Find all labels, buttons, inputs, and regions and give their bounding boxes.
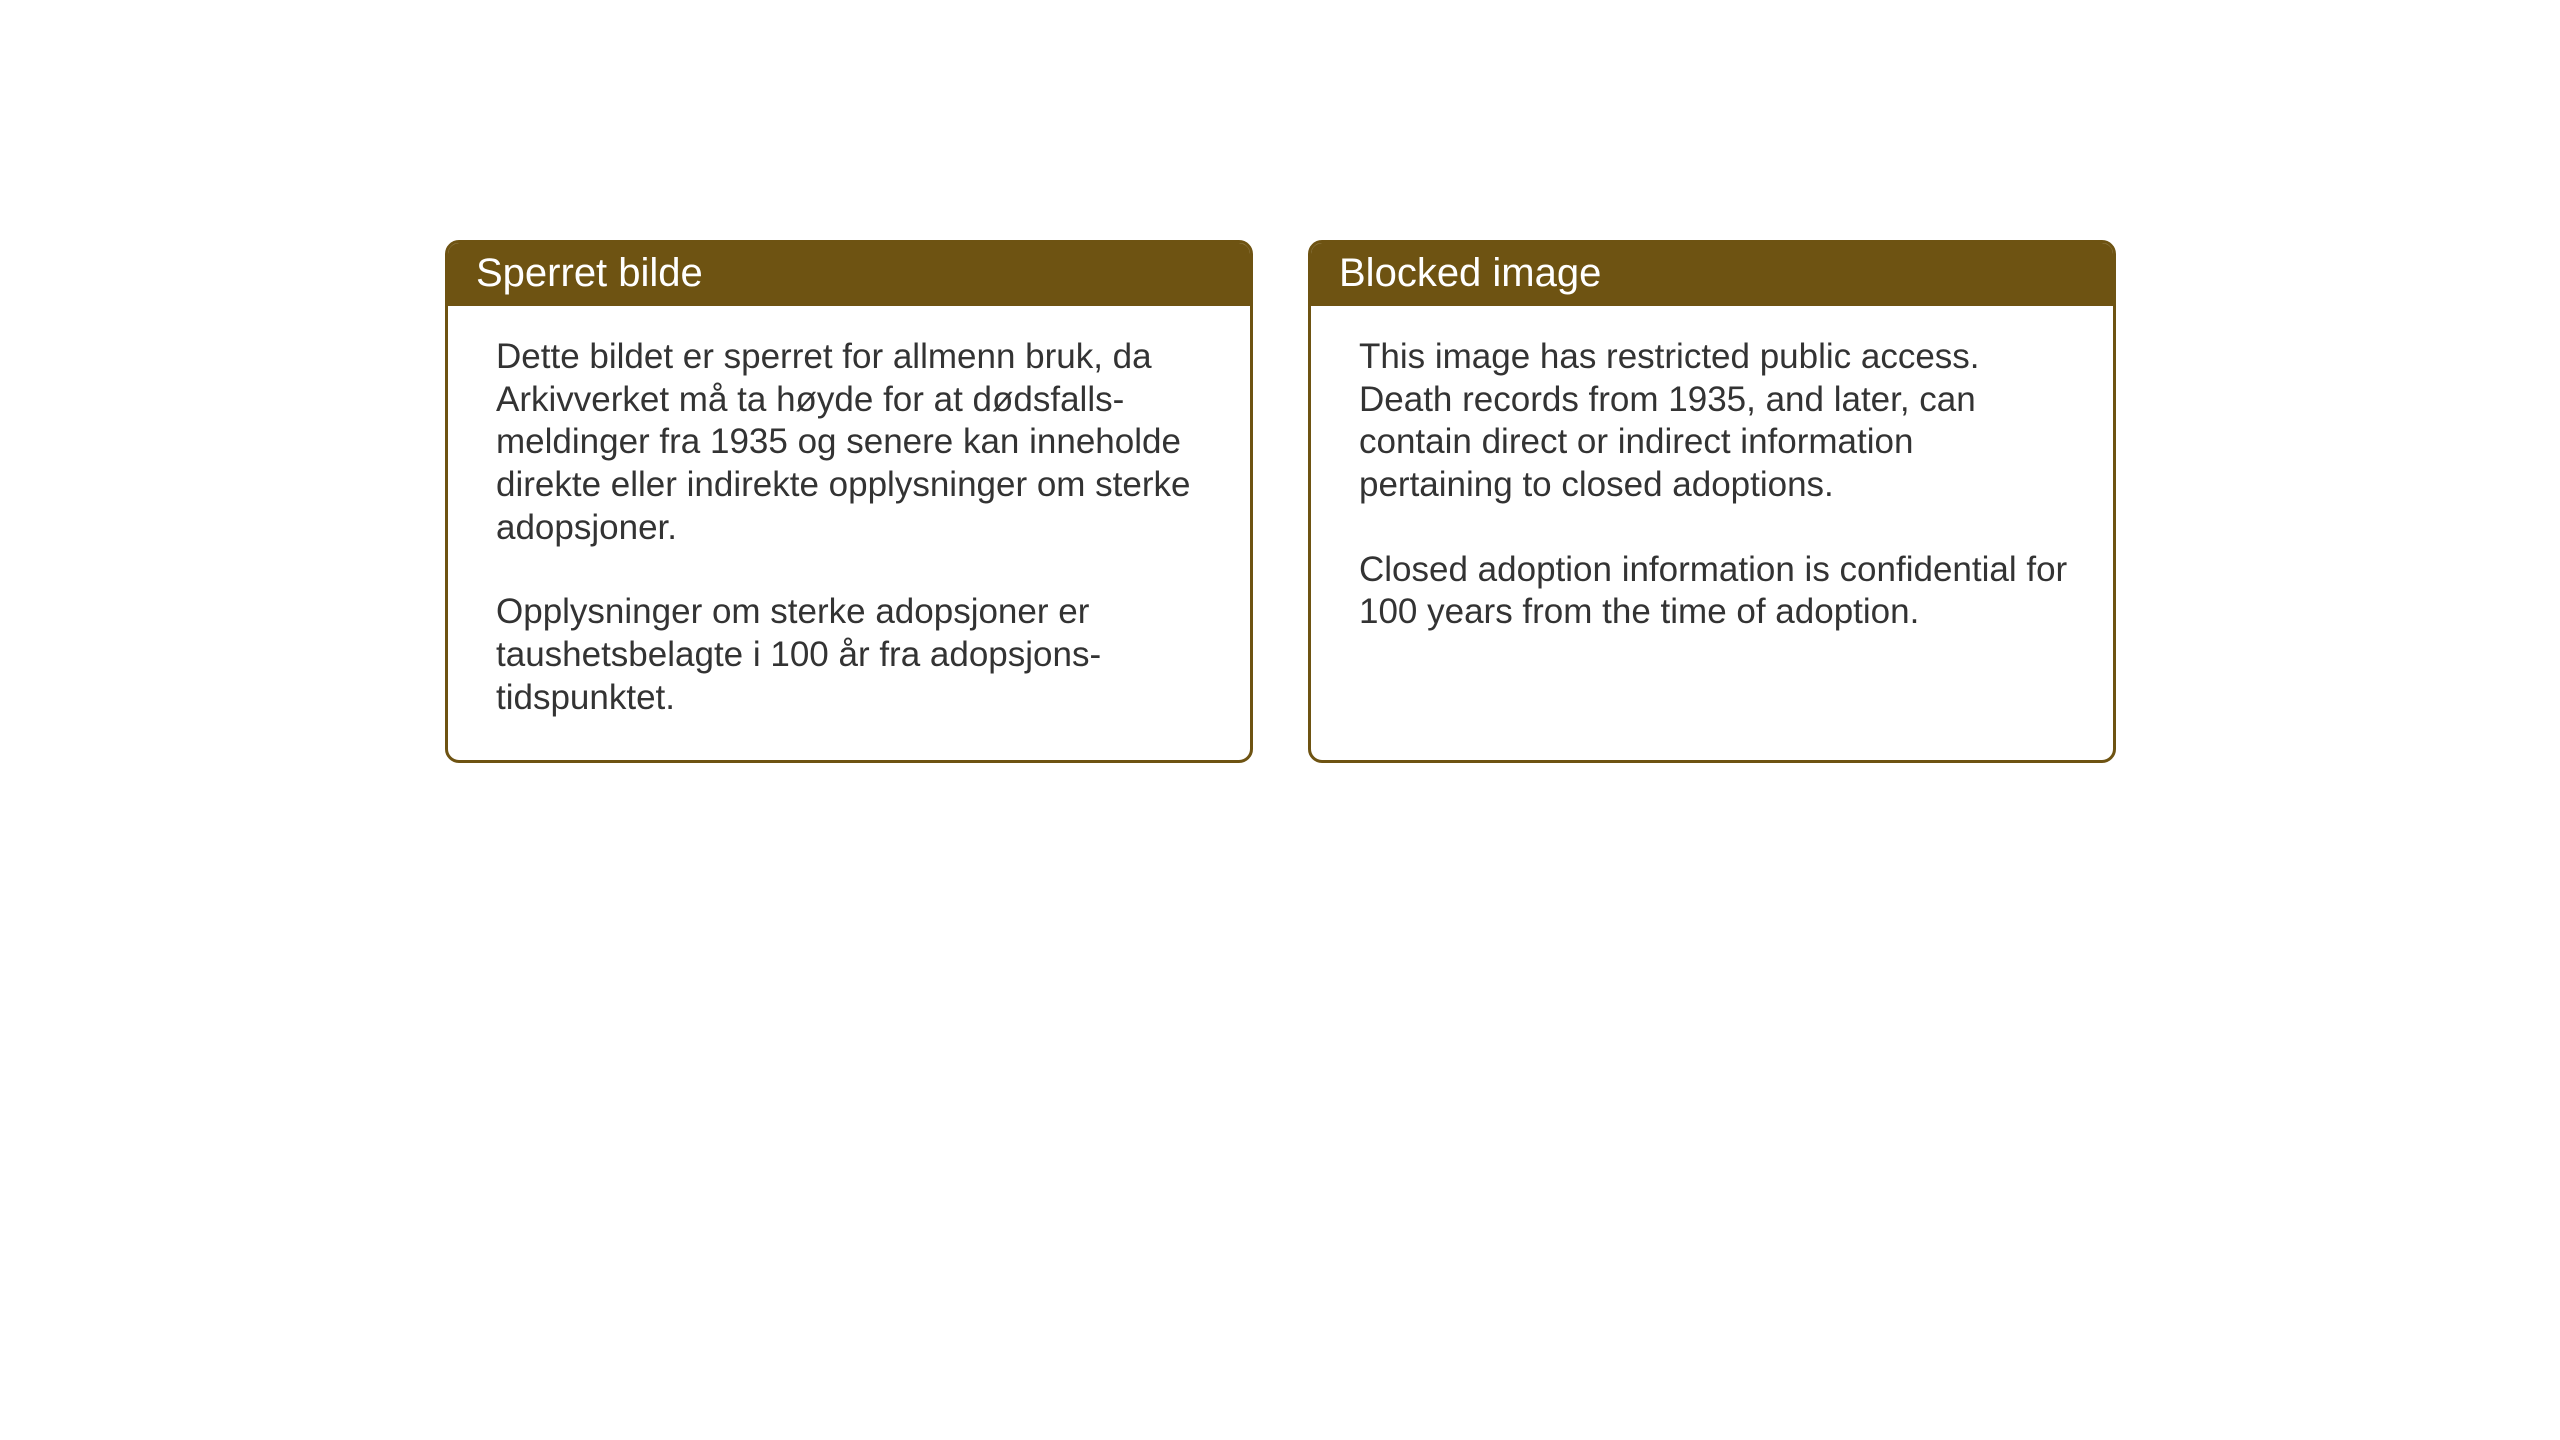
notice-title-english: Blocked image [1339, 251, 1601, 295]
notice-container: Sperret bilde Dette bildet er sperret fo… [445, 240, 2116, 763]
notice-header-norwegian: Sperret bilde [448, 243, 1250, 306]
notice-card-english: Blocked image This image has restricted … [1308, 240, 2116, 763]
notice-card-norwegian: Sperret bilde Dette bildet er sperret fo… [445, 240, 1253, 763]
notice-body-norwegian: Dette bildet er sperret for allmenn bruk… [448, 306, 1250, 760]
notice-paragraph-2-norwegian: Opplysninger om sterke adopsjoner er tau… [496, 591, 1210, 719]
notice-title-norwegian: Sperret bilde [476, 251, 703, 295]
notice-paragraph-2-english: Closed adoption information is confident… [1359, 549, 2073, 634]
notice-paragraph-1-english: This image has restricted public access.… [1359, 336, 2073, 507]
notice-paragraph-1-norwegian: Dette bildet er sperret for allmenn bruk… [496, 336, 1210, 549]
notice-header-english: Blocked image [1311, 243, 2113, 306]
notice-body-english: This image has restricted public access.… [1311, 306, 2113, 674]
